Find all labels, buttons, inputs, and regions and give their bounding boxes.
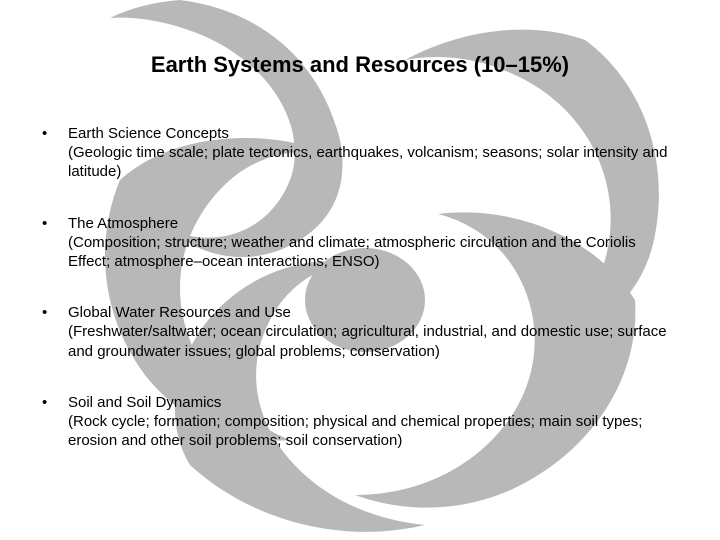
- item-heading: Soil and Soil Dynamics: [68, 393, 680, 412]
- item-detail: (Rock cycle; formation; composition; phy…: [68, 412, 680, 450]
- item-heading: Earth Science Concepts: [68, 124, 680, 143]
- item-detail: (Composition; structure; weather and cli…: [68, 233, 680, 271]
- bullet-icon: •: [40, 303, 68, 322]
- bullet-icon: •: [40, 393, 68, 412]
- list-item: • Soil and Soil Dynamics (Rock cycle; fo…: [40, 393, 680, 451]
- bullet-icon: •: [40, 214, 68, 233]
- list-item: • Global Water Resources and Use (Freshw…: [40, 303, 680, 361]
- slide-title: Earth Systems and Resources (10–15%): [40, 52, 680, 78]
- item-detail: (Geologic time scale; plate tectonics, e…: [68, 143, 680, 181]
- topic-list: • Earth Science Concepts (Geologic time …: [40, 124, 680, 450]
- bullet-icon: •: [40, 124, 68, 143]
- list-item: • The Atmosphere (Composition; structure…: [40, 214, 680, 272]
- item-detail: (Freshwater/saltwater; ocean circulation…: [68, 322, 680, 360]
- item-heading: The Atmosphere: [68, 214, 680, 233]
- item-heading: Global Water Resources and Use: [68, 303, 680, 322]
- list-item: • Earth Science Concepts (Geologic time …: [40, 124, 680, 182]
